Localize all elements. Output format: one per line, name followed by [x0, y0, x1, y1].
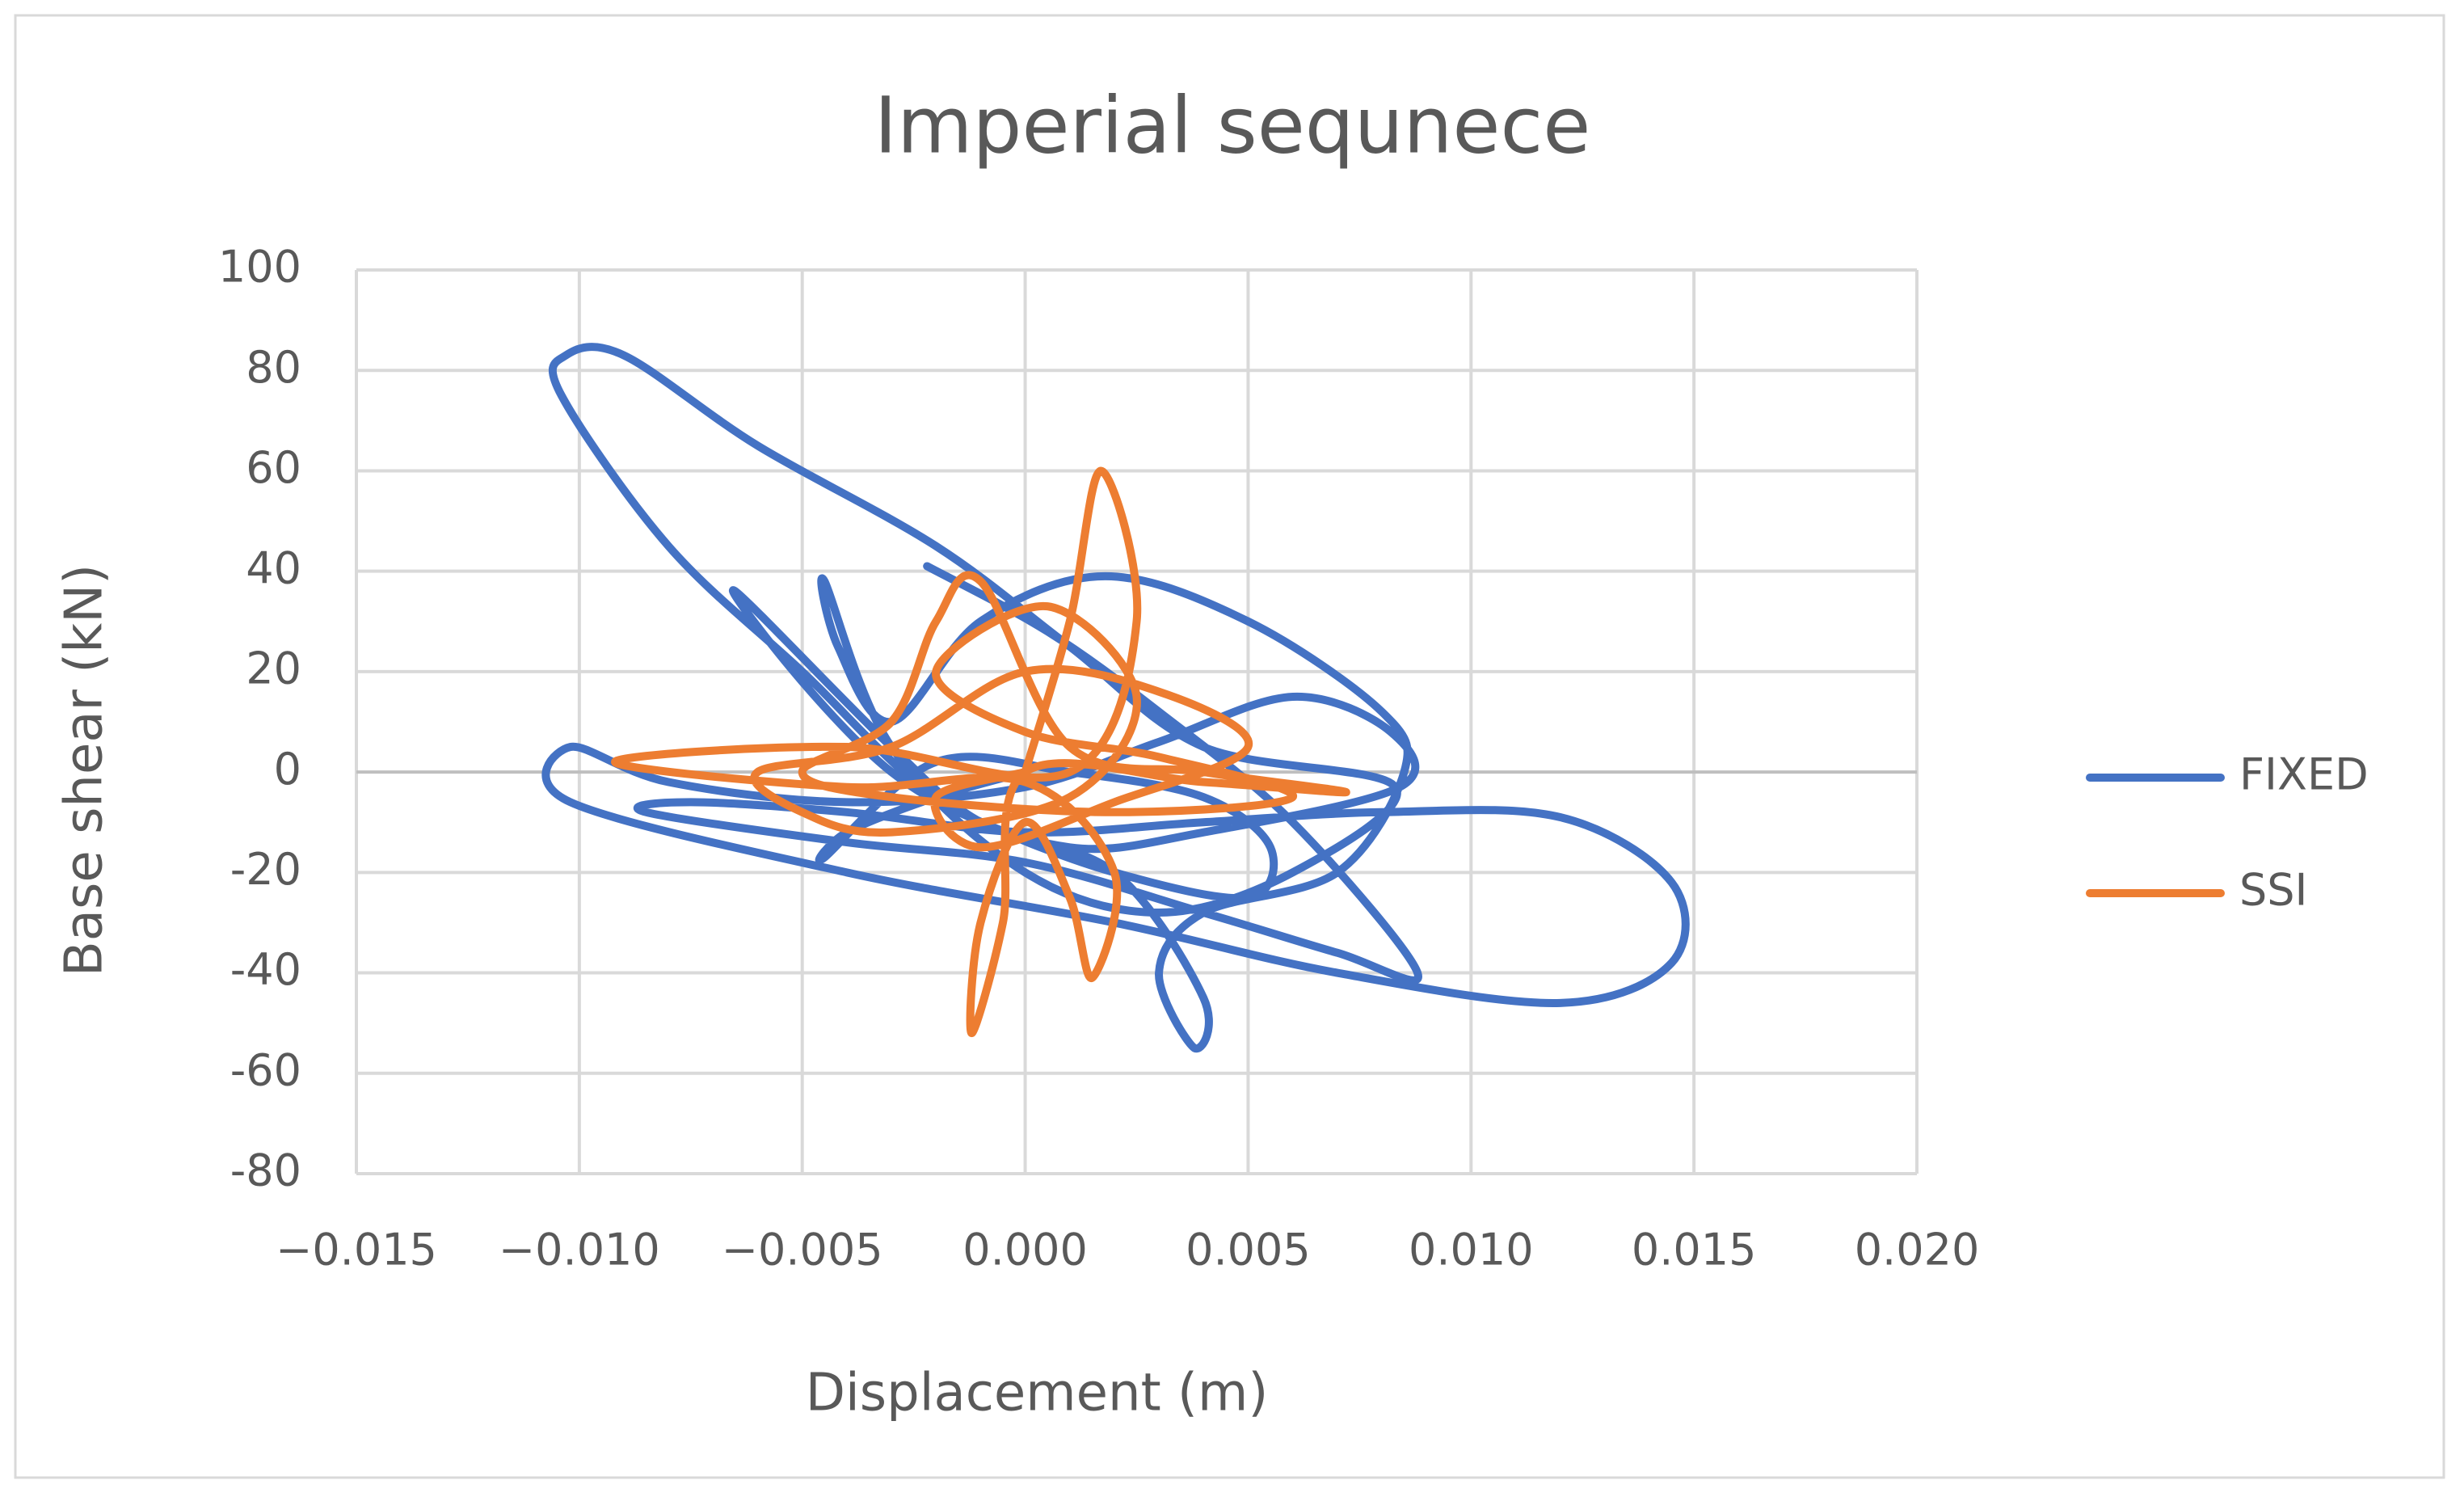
x-tick-label: −0.010 [499, 1225, 660, 1276]
x-tick-label: −0.005 [722, 1225, 883, 1276]
chart-border [14, 14, 2445, 1479]
y-tick-label: -40 [230, 944, 301, 995]
legend-label: SSI [2239, 865, 2307, 916]
x-tick-label: −0.015 [276, 1225, 437, 1276]
y-axis-title: Base shear (kN) [55, 564, 115, 976]
x-tick-label: 0.010 [1409, 1225, 1534, 1276]
legend-label: FIXED [2239, 749, 2369, 800]
y-tick-label: 0 [274, 744, 301, 795]
y-tick-label: 60 [246, 442, 301, 493]
y-tick-label: 40 [246, 542, 301, 593]
x-tick-label: 0.015 [1632, 1225, 1757, 1276]
y-tick-label: -20 [230, 844, 301, 895]
x-tick-label: 0.000 [962, 1225, 1088, 1276]
x-tick-label: 0.020 [1855, 1225, 1980, 1276]
x-tick-label: 0.005 [1186, 1225, 1311, 1276]
y-tick-label: 20 [246, 643, 301, 694]
y-tick-label: -60 [230, 1044, 301, 1095]
y-tick-label: -80 [230, 1145, 301, 1196]
y-tick-label: 80 [246, 342, 301, 393]
x-axis-title: Displacement (m) [806, 1364, 1269, 1423]
data-line [610, 466, 1350, 1038]
y-tick-label: 100 [218, 242, 301, 293]
chart-title: Imperial sequnece [874, 80, 1591, 171]
data-line [541, 343, 1690, 1053]
